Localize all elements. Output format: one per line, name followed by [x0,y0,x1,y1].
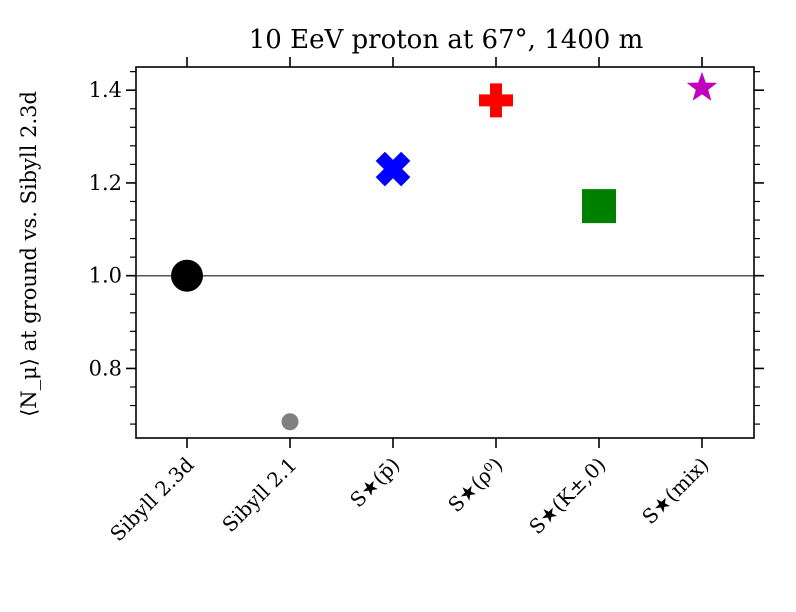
y-tick-label: 1.0 [89,264,122,288]
plot-frame [135,66,755,439]
x-tick-label: Sibyll 2.1 [217,453,301,537]
x-tick-label: S★(ρ⁰) [443,453,507,517]
y-tick-label: 1.4 [89,78,122,102]
data-point-star [686,71,718,101]
chart-title: 10 EeV proton at 67°, 1400 m [249,25,644,55]
x-tick-label: S★(mix) [637,453,713,529]
data-point-plus-filled [479,83,513,118]
x-tick-label: S★(K±,0) [524,453,610,539]
y-tick-label: 0.8 [89,356,122,380]
data-point-circle [171,259,203,292]
y-axis-label: ⟨N_μ⟩ at ground vs. Sibyll 2.3d [17,91,41,417]
x-tick-label: Sibyll 2.3d [105,452,198,545]
data-point-small-circle [281,413,299,431]
x-tick-label: S★(p̄) [345,453,404,512]
y-tick-label: 1.2 [89,171,122,195]
data-point-x-filled [375,151,411,187]
data-point-square [582,189,616,224]
